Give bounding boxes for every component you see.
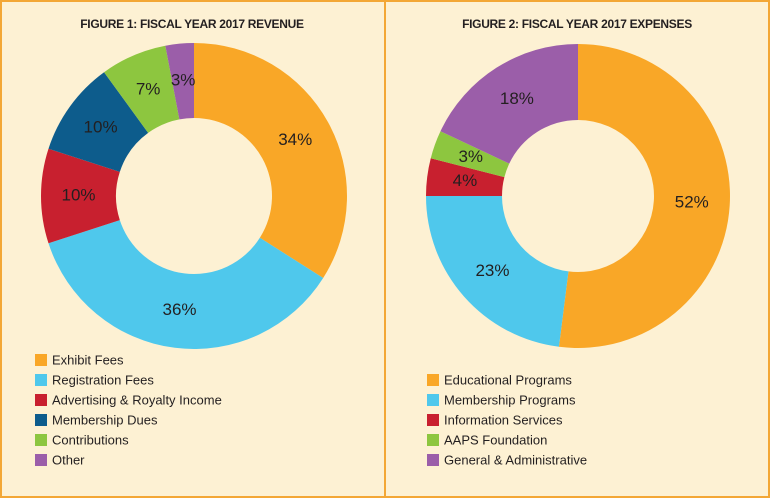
legend-label: Other <box>52 452 85 467</box>
slice <box>48 220 324 349</box>
legend-label: Exhibit Fees <box>52 352 124 367</box>
legend-label: Educational Programs <box>444 372 572 387</box>
slice-label: 18% <box>500 89 534 108</box>
legend-label: Membership Dues <box>52 412 158 427</box>
slice <box>104 45 180 133</box>
slice <box>440 44 578 164</box>
legend-swatch <box>35 354 47 366</box>
legend-label: General & Administrative <box>444 452 587 467</box>
slice-label: 52% <box>675 193 709 212</box>
legend-label: Information Services <box>444 412 563 427</box>
chart-title: FIGURE 2: FISCAL YEAR 2017 EXPENSES <box>462 17 692 31</box>
slice <box>48 72 149 172</box>
slice-label: 36% <box>163 300 197 319</box>
slice-label: 7% <box>136 79 161 98</box>
slice-label: 3% <box>171 70 196 89</box>
legend-swatch <box>427 414 439 426</box>
slice <box>558 44 730 348</box>
legend-swatch <box>35 414 47 426</box>
legend-label: AAPS Foundation <box>444 432 547 447</box>
legend-swatch <box>427 374 439 386</box>
legend-swatch <box>35 394 47 406</box>
legend-swatch <box>35 374 47 386</box>
slice <box>430 131 510 178</box>
slice-label: 10% <box>84 118 118 137</box>
slice-label: 10% <box>61 185 95 204</box>
slice <box>426 158 505 196</box>
slice-label: 34% <box>278 130 312 149</box>
legend-label: Registration Fees <box>52 372 154 387</box>
slice-label: 4% <box>453 171 478 190</box>
legend-label: Membership Programs <box>444 392 576 407</box>
chart-title: FIGURE 1: FISCAL YEAR 2017 REVENUE <box>80 17 304 31</box>
slice <box>194 43 348 278</box>
legend-label: Contributions <box>52 432 129 447</box>
legend-swatch <box>35 434 47 446</box>
slice-label: 3% <box>458 147 483 166</box>
slice <box>41 148 120 244</box>
slice <box>165 43 194 120</box>
legend-swatch <box>427 454 439 466</box>
legend-label: Advertising & Royalty Income <box>52 392 222 407</box>
slice-label: 23% <box>475 261 509 280</box>
legend-swatch <box>35 454 47 466</box>
slice <box>426 196 569 347</box>
legend-swatch <box>427 394 439 406</box>
legend-swatch <box>427 434 439 446</box>
